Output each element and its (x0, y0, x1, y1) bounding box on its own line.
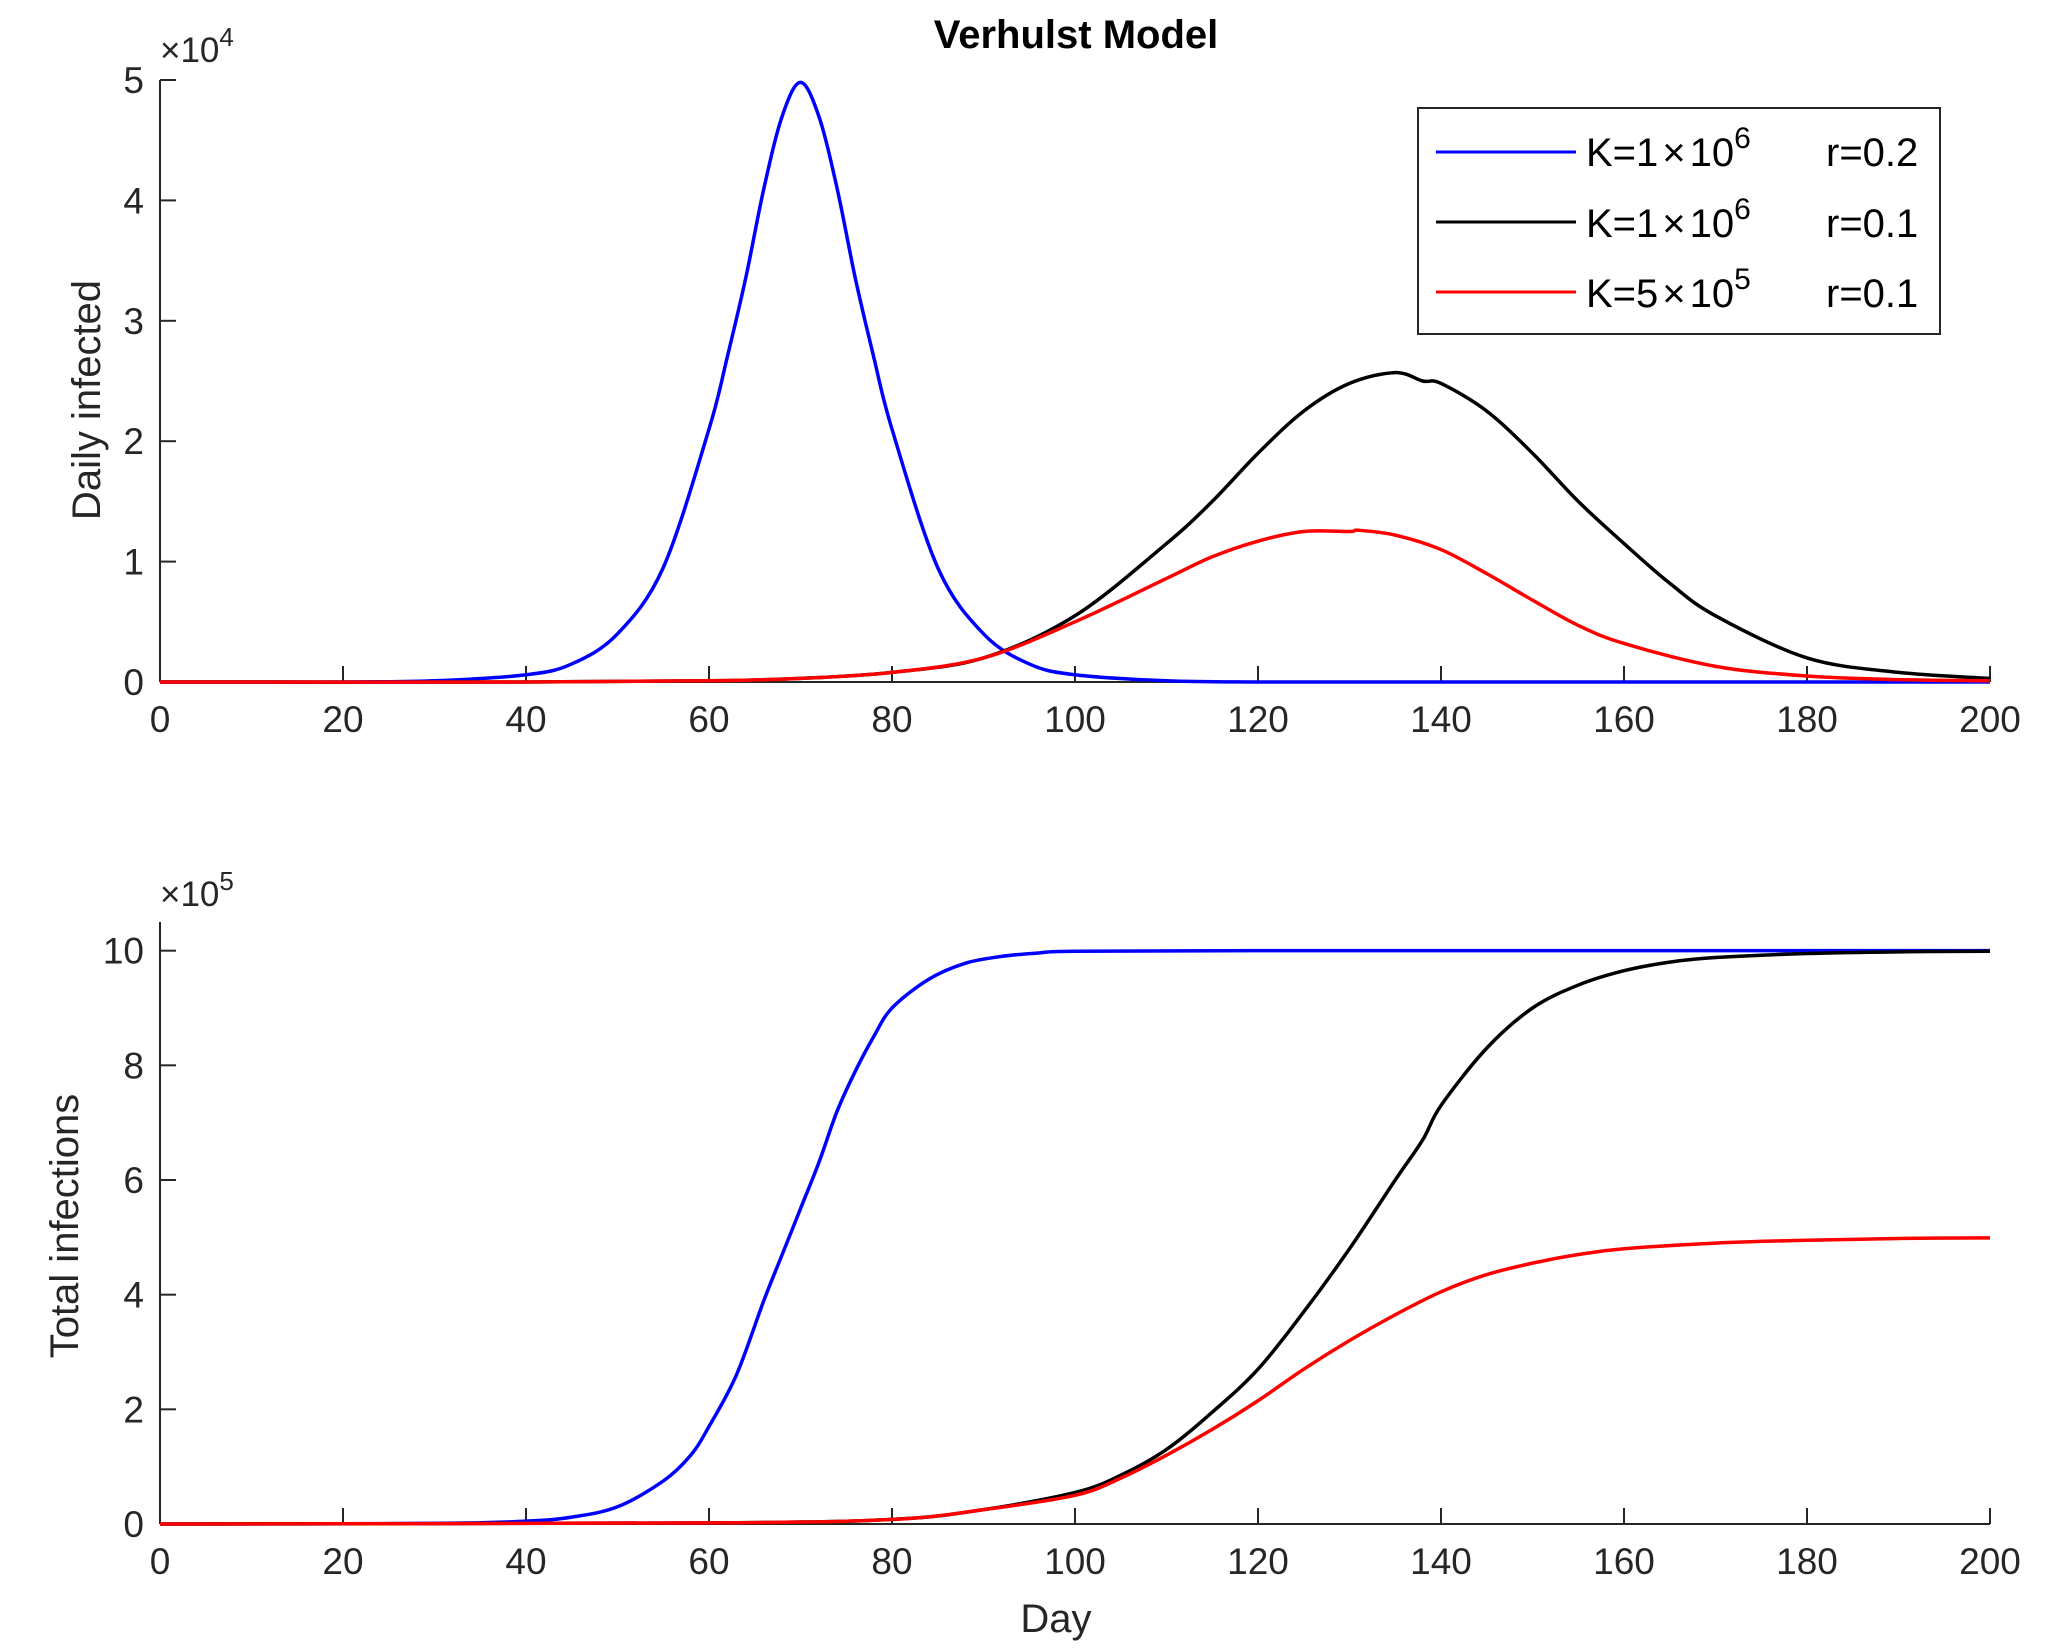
x-tick-label: 120 (1227, 1541, 1289, 1582)
legend-entry-3: K=5 × 105 r=0.1 (1436, 263, 1918, 316)
x-tick-label: 200 (1959, 699, 2021, 740)
y-tick-label: 8 (123, 1045, 144, 1086)
legend-exp-1: 6 (1734, 122, 1751, 155)
legend-r-1: r=0.2 (1826, 131, 1918, 175)
x-tick-label: 40 (505, 699, 546, 740)
legend-ten-1: 10 (1690, 131, 1735, 175)
x-tick-label: 200 (1959, 1541, 2021, 1582)
svg-text:K=1×106: K=1 × 106 (1586, 193, 1751, 246)
x-tick-label: 0 (150, 1541, 171, 1582)
y-tick-label: 6 (123, 1160, 144, 1201)
x-tick-label: 100 (1044, 1541, 1106, 1582)
y-multiplier-exponent: 4 (219, 22, 233, 52)
series-line-1 (159, 80, 1990, 684)
x-tick-label: 160 (1593, 699, 1655, 740)
legend-ten-3: 10 (1690, 272, 1735, 316)
legend-entry-1: K=1 × 106 r=0.2 (1436, 122, 1918, 175)
x-tick-label: 80 (871, 699, 912, 740)
y-multiplier-exponent: 5 (219, 866, 233, 896)
series-line-3 (159, 528, 1991, 684)
legend-r-2: r=0.1 (1826, 202, 1918, 246)
daily-infected-panel: Verhulst Model Daily infected ×104 0 20 40… (65, 13, 2021, 740)
y-multiplier-daily: ×104 (160, 22, 234, 70)
x-axis-label-day: Day (1020, 1597, 1091, 1641)
plot-area-daily: 0 20 40 60 80 100 120 140 160 180 200 0 1 2 3 4 5 (123, 60, 2020, 740)
x-tick-label: 120 (1227, 699, 1289, 740)
x-tick-label: 140 (1410, 1541, 1472, 1582)
x-tick-label: 0 (150, 699, 171, 740)
x-tick-label: 40 (505, 1541, 546, 1582)
y-tick-label: 1 (123, 542, 144, 583)
y-axis-label-daily: Daily infected (65, 280, 109, 520)
legend-k-3: K=5 (1586, 272, 1658, 316)
x-tick-label: 80 (871, 1541, 912, 1582)
legend-k-2: K=1 (1586, 202, 1658, 246)
plot-area-total: 0 20 40 60 80 100 120 140 160 180 200 0 2 4 6 8 10 (103, 922, 2021, 1582)
y-tick-label: 0 (123, 1504, 144, 1545)
x-tick-label: 180 (1776, 1541, 1838, 1582)
x-tick-label: 60 (688, 1541, 729, 1582)
svg-text:K=1×106: K=1 × 106 (1586, 122, 1751, 175)
legend-times-3: × (1662, 272, 1685, 316)
x-tick-label: 100 (1044, 699, 1106, 740)
y-multiplier-total: ×105 (160, 866, 234, 914)
chart-title: Verhulst Model (934, 13, 1219, 57)
legend: K=1 × 106 r=0.2 K=1 × 106 r=0.1 K=5 × 105 r=0.… (1417, 107, 1941, 335)
y-multiplier-base: ×10 (160, 875, 219, 914)
total-infections-panel: Total infections ×105 Day 0 20 40 60 80 100 12… (43, 866, 2021, 1641)
svg-text:K=5×105: K=5 × 105 (1586, 263, 1751, 316)
legend-r-3: r=0.1 (1826, 272, 1918, 316)
y-axis-label-total: Total infections (43, 1094, 87, 1359)
series-line-1 (159, 948, 1990, 1526)
legend-times-2: × (1662, 202, 1685, 246)
svg-text:×104: ×104 (160, 22, 234, 70)
y-tick-label: 0 (123, 662, 144, 703)
series-line-2 (159, 370, 1991, 684)
y-tick-label: 5 (123, 60, 144, 101)
x-tick-label: 140 (1410, 699, 1472, 740)
x-tick-label: 20 (322, 699, 363, 740)
legend-k-1: K=1 (1586, 131, 1658, 175)
x-tick-label: 20 (322, 1541, 363, 1582)
series-line-3 (159, 1236, 1991, 1526)
legend-entry-2: K=1 × 106 r=0.1 (1436, 193, 1918, 246)
legend-exp-2: 6 (1734, 193, 1751, 226)
y-tick-label: 2 (123, 1389, 144, 1430)
legend-ten-2: 10 (1690, 202, 1735, 246)
legend-exp-3: 5 (1734, 263, 1751, 296)
series-line-2 (159, 949, 1991, 1526)
y-tick-label: 4 (123, 180, 144, 221)
svg-text:×105: ×105 (160, 866, 234, 914)
y-tick-label: 2 (123, 421, 144, 462)
x-tick-label: 180 (1776, 699, 1838, 740)
y-tick-label: 4 (123, 1275, 144, 1316)
y-multiplier-base: ×10 (160, 31, 219, 70)
x-tick-label: 160 (1593, 1541, 1655, 1582)
legend-times-1: × (1662, 131, 1685, 175)
x-tick-label: 60 (688, 699, 729, 740)
y-tick-label: 3 (123, 301, 144, 342)
y-tick-label: 10 (103, 931, 144, 972)
